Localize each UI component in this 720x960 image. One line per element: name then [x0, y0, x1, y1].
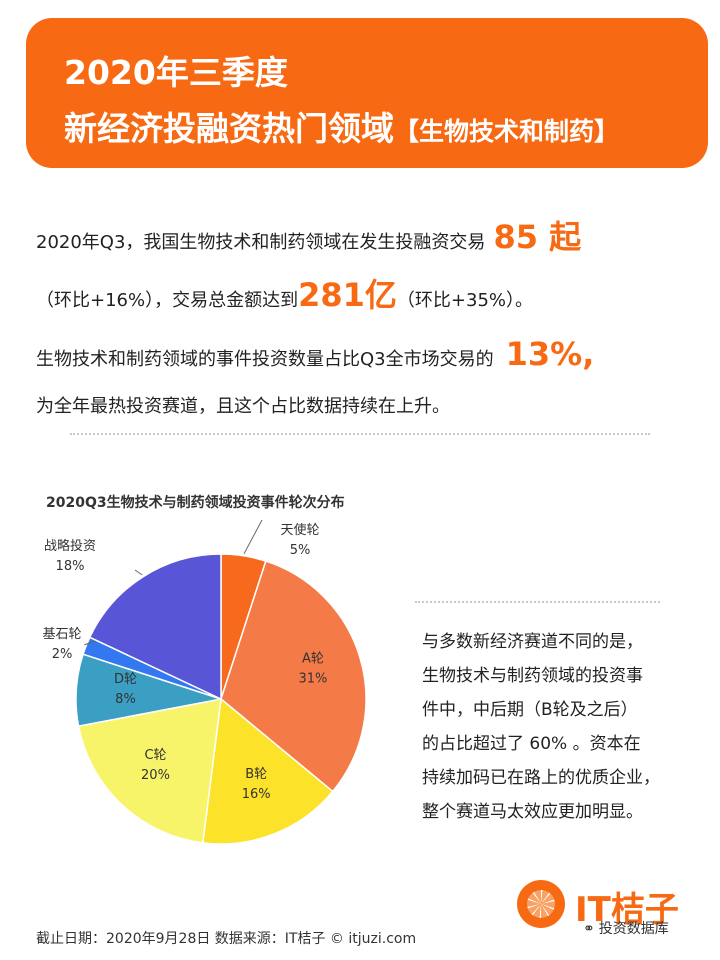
- citrus-icon: [517, 880, 565, 928]
- divider: [70, 433, 650, 435]
- pie-slice-value-label: 5%: [290, 543, 311, 558]
- side-note-line: 持续加码已在路上的优质企业，: [422, 768, 660, 788]
- side-note-line: 整个赛道马太效应更加明显。: [422, 802, 643, 822]
- summary-text-4: 为全年最热投资赛道，且这个占比数据持续在上升。: [36, 396, 450, 417]
- pie-slice-name-label: 天使轮: [280, 522, 319, 538]
- summary-text-2a: （环比+16%），交易总金额达到: [36, 290, 299, 311]
- share-highlight: 13%,: [505, 335, 595, 373]
- pie-slice-value-label: 16%: [242, 787, 271, 802]
- summary-line-1: 2020年Q3，我国生物技术和制药领域在发生投融资交易 85 起: [36, 212, 581, 258]
- deal-count-highlight: 85 起: [493, 218, 582, 256]
- summary-text-1: 2020年Q3，我国生物技术和制药领域在发生投融资交易: [36, 232, 486, 253]
- pie-slice-name-label: A轮: [302, 651, 324, 666]
- pie-slice-name-label: 基石轮: [42, 627, 81, 642]
- pie-slice-1: [220, 560, 367, 793]
- wechat-account: ⚭ 投资数据库: [583, 918, 669, 938]
- banner-title-sub: 【生物技术和制药】: [394, 117, 620, 146]
- banner-title-line2: 新经济投融资热门领域【生物技术和制药】: [64, 102, 619, 150]
- pie-slice-value-label: 8%: [115, 692, 136, 707]
- pie-slice-name-label: D轮: [114, 672, 137, 687]
- pie-slice-3: [77, 698, 222, 844]
- banner-title-line1: 2020年三季度: [64, 53, 288, 92]
- side-note: 与多数新经济赛道不同的是， 生物技术与制药领域的投资事 件中，中后期（B轮及之后…: [422, 625, 692, 829]
- pie-slice-value-label: 31%: [298, 671, 327, 686]
- side-note-line: 的占比超过了 60% 。资本在: [422, 734, 641, 754]
- pie-slice-name-label: 战略投资: [44, 538, 96, 554]
- summary-line-4: 为全年最热投资赛道，且这个占比数据持续在上升。: [36, 392, 450, 418]
- summary-text-2b: （环比+35%）。: [396, 290, 533, 311]
- header-banner: 2020年三季度 新经济投融资热门领域【生物技术和制药】: [26, 18, 708, 168]
- pie-slice-value-label: 2%: [52, 647, 73, 662]
- deal-amount-highlight: 281亿: [298, 276, 397, 314]
- logo-brand: IT桔子: [575, 890, 679, 930]
- pie-slice-value-label: 20%: [141, 768, 170, 783]
- footer-source: 截止日期：2020年9月28日 数据来源：IT桔子 © itjuzi.com: [36, 931, 417, 947]
- wechat-account-name: 投资数据库: [598, 921, 669, 937]
- side-note-line: 与多数新经济赛道不同的是，: [422, 632, 643, 652]
- side-note-line: 生物技术与制药领域的投资事: [422, 666, 643, 686]
- pie-leader-line-6: [134, 569, 143, 576]
- pie-slice-name-label: B轮: [245, 767, 267, 782]
- wechat-icon: ⚭: [583, 921, 595, 937]
- banner-title-main: 新经济投融资热门领域: [64, 109, 394, 148]
- summary-text-3: 生物技术和制药领域的事件投资数量占比Q3全市场交易的: [36, 349, 494, 370]
- itjuzi-logo: IT桔子: [517, 872, 697, 942]
- side-divider: [415, 601, 660, 603]
- pie-leader-line-0: [243, 519, 263, 555]
- summary-line-2: （环比+16%），交易总金额达到281亿（环比+35%）。: [36, 270, 533, 316]
- pie-slice-value-label: 18%: [56, 559, 85, 574]
- side-note-line: 件中，中后期（B轮及之后）: [422, 700, 638, 720]
- chart-title: 2020Q3生物技术与制药领域投资事件轮次分布: [46, 495, 345, 511]
- pie-slice-6: [88, 553, 222, 701]
- pie-slice-name-label: C轮: [144, 748, 166, 763]
- summary-line-3: 生物技术和制药领域的事件投资数量占比Q3全市场交易的 13%,: [36, 335, 594, 373]
- pie-slice-2: [201, 697, 334, 845]
